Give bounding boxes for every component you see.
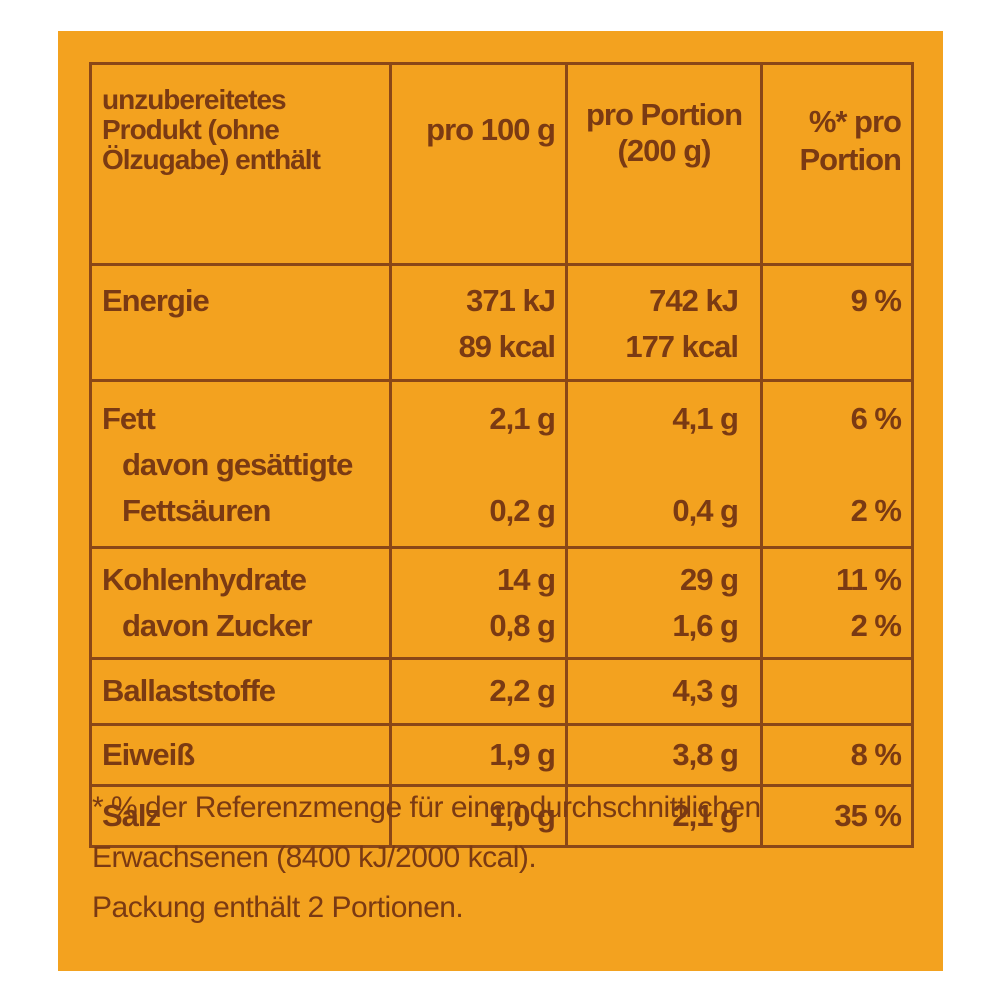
table-row-kohlenhydrate: Kohlenhydrate davon Zucker 14 g 0,8 g 29… xyxy=(89,546,914,660)
per100-cell: 371 kJ 89 kcal xyxy=(389,263,568,382)
per100-cell: 2,1 g 0,2 g xyxy=(389,379,568,549)
nutrition-table: unzubereitetes Produkt (ohne Ölzugabe) e… xyxy=(89,62,914,848)
header-product-line: Produkt (ohne xyxy=(102,114,280,145)
header-perportion-cell: pro Portion (200 g) xyxy=(565,62,763,266)
value: 2,1 g xyxy=(672,798,739,833)
value xyxy=(578,442,738,488)
value: 177 kcal xyxy=(625,329,739,364)
value: 89 kcal xyxy=(458,329,556,364)
row-label: Kohlenhydrate xyxy=(102,562,307,597)
footnote-line: Packung enthält 2 Portionen. xyxy=(92,891,464,924)
value: 371 kJ xyxy=(466,283,556,318)
header-perportion-line: pro Portion xyxy=(585,97,743,132)
percent-cell: 35 % xyxy=(760,784,914,848)
value xyxy=(773,442,901,488)
label-cell: Energie xyxy=(89,263,392,382)
percent-cell xyxy=(760,657,914,726)
footnote-line: Erwachsenen (8400 kJ/2000 kcal). xyxy=(92,841,537,874)
row-label: Energie xyxy=(102,283,210,318)
label-cell: Fett davon gesättigte Fettsäuren xyxy=(89,379,392,549)
table-row-salz: Salz 1,0 g 2,1 g 35 % xyxy=(89,784,914,848)
header-product-line: unzubereitetes xyxy=(102,84,287,115)
value: 0,8 g xyxy=(489,608,556,643)
label-cell: Ballaststoffe xyxy=(89,657,392,726)
header-perportion-line: (200 g) xyxy=(617,133,712,168)
per100-cell: 14 g 0,8 g xyxy=(389,546,568,660)
header-per100-cell: pro 100 g xyxy=(389,62,568,266)
row-label: Salz xyxy=(102,798,161,833)
table-row-energie: Energie 371 kJ 89 kcal 742 kJ 177 kcal 9… xyxy=(89,263,914,382)
value: 0,4 g xyxy=(672,493,739,528)
table-header-row: unzubereitetes Produkt (ohne Ölzugabe) e… xyxy=(89,62,914,266)
value: 29 g xyxy=(679,562,739,597)
value: 0,2 g xyxy=(489,493,556,528)
value: 1,9 g xyxy=(489,737,556,772)
percent-cell: 8 % xyxy=(760,723,914,787)
value: 3,8 g xyxy=(672,737,739,772)
table-row-eiweiss: Eiweiß 1,9 g 3,8 g 8 % xyxy=(89,723,914,787)
per100-cell: 2,2 g xyxy=(389,657,568,726)
value: 11 % xyxy=(836,562,902,597)
value: 1,0 g xyxy=(489,798,556,833)
row-label: Eiweiß xyxy=(102,737,195,772)
per100-cell: 1,0 g xyxy=(389,784,568,848)
per100-cell: 1,9 g xyxy=(389,723,568,787)
perportion-cell: 4,1 g 0,4 g xyxy=(565,379,763,549)
perportion-cell: 4,3 g xyxy=(565,657,763,726)
value: 2,2 g xyxy=(489,673,556,708)
footnote-line: * % der Referenzmenge für einen durchsch… xyxy=(92,791,761,824)
table-row-ballaststoffe: Ballaststoffe 2,2 g 4,3 g xyxy=(89,657,914,726)
perportion-cell: 3,8 g xyxy=(565,723,763,787)
header-product-cell: unzubereitetes Produkt (ohne Ölzugabe) e… xyxy=(89,62,392,266)
header-per100-line: pro 100 g xyxy=(426,112,556,147)
value xyxy=(773,668,901,714)
percent-cell: 11 % 2 % xyxy=(760,546,914,660)
percent-cell: 9 % xyxy=(760,263,914,382)
value: 6 % xyxy=(850,401,902,436)
label-cell: Salz xyxy=(89,784,392,848)
value: 2 % xyxy=(850,608,902,643)
footnote: * % der Referenzmenge für einen durchsch… xyxy=(92,783,922,933)
row-label: Fett xyxy=(102,401,156,436)
perportion-cell: 742 kJ 177 kcal xyxy=(565,263,763,382)
perportion-cell: 29 g 1,6 g xyxy=(565,546,763,660)
value: 2,1 g xyxy=(489,401,556,436)
nutrition-panel: unzubereitetes Produkt (ohne Ölzugabe) e… xyxy=(58,31,943,971)
value: 742 kJ xyxy=(649,283,739,318)
row-sublabel: davon gesättigte xyxy=(122,447,353,482)
value: 4,3 g xyxy=(672,673,739,708)
header-percent-line: Portion xyxy=(799,142,903,177)
value: 14 g xyxy=(496,562,556,597)
row-label: Ballaststoffe xyxy=(102,673,276,708)
row-sublabel: Fettsäuren xyxy=(122,493,271,528)
value: 9 % xyxy=(850,283,902,318)
header-percent-line: %* pro xyxy=(808,104,902,139)
table-row-fett: Fett davon gesättigte Fettsäuren 2,1 g 0… xyxy=(89,379,914,549)
label-cell: Kohlenhydrate davon Zucker xyxy=(89,546,392,660)
row-sublabel: davon Zucker xyxy=(122,608,313,643)
header-percent-cell: %* pro Portion xyxy=(760,62,914,266)
value: 1,6 g xyxy=(672,608,739,643)
value: 8 % xyxy=(850,737,902,772)
label-cell: Eiweiß xyxy=(89,723,392,787)
value: 4,1 g xyxy=(672,401,739,436)
value: 2 % xyxy=(850,493,902,528)
header-product-line: Ölzugabe) enthält xyxy=(102,144,321,175)
value xyxy=(402,442,555,488)
percent-cell: 6 % 2 % xyxy=(760,379,914,549)
value: 35 % xyxy=(834,798,902,833)
perportion-cell: 2,1 g xyxy=(565,784,763,848)
